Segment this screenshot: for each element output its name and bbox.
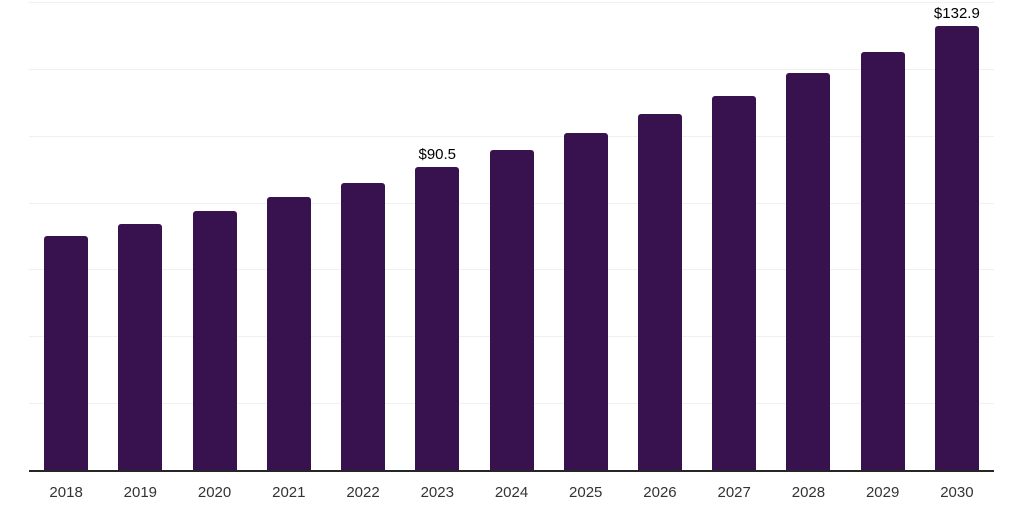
x-tick-label-2023: 2023 <box>420 484 454 501</box>
bar-2019 <box>118 223 163 470</box>
bar-2024 <box>489 150 534 470</box>
data-label-2030: $132.9 <box>933 4 980 22</box>
x-tick-label-2025: 2025 <box>569 484 603 501</box>
y-gridline <box>29 68 994 70</box>
bar-2022 <box>341 182 386 470</box>
x-tick-label-2021: 2021 <box>272 484 306 501</box>
bar-2029 <box>860 51 905 470</box>
x-tick-label-2030: 2030 <box>940 484 974 501</box>
x-tick-label-2019: 2019 <box>123 484 158 501</box>
bar-2025 <box>563 133 608 470</box>
x-tick-label-2026: 2026 <box>643 484 677 501</box>
bar-2021 <box>266 196 311 470</box>
x-axis-line <box>29 470 994 472</box>
x-tick-label-2024: 2024 <box>494 484 529 501</box>
y-gridline <box>29 2 994 3</box>
x-tick-label-2022: 2022 <box>346 484 380 501</box>
bar-2020 <box>192 210 237 470</box>
bar-2023 <box>415 167 460 470</box>
bar-2027 <box>712 95 757 470</box>
x-tick-label-2018: 2018 <box>49 484 83 501</box>
x-tick-label-2020: 2020 <box>197 484 232 501</box>
x-tick-label-2028: 2028 <box>791 484 826 501</box>
bar-2028 <box>786 73 831 470</box>
bar-2018 <box>44 236 89 470</box>
data-label-2023: $90.5 <box>418 146 457 164</box>
x-tick-label-2027: 2027 <box>717 484 751 501</box>
bar-2030 <box>934 25 979 470</box>
x-tick-label-2029: 2029 <box>865 484 900 501</box>
y-gridline <box>29 135 994 137</box>
bar-2026 <box>637 114 682 470</box>
